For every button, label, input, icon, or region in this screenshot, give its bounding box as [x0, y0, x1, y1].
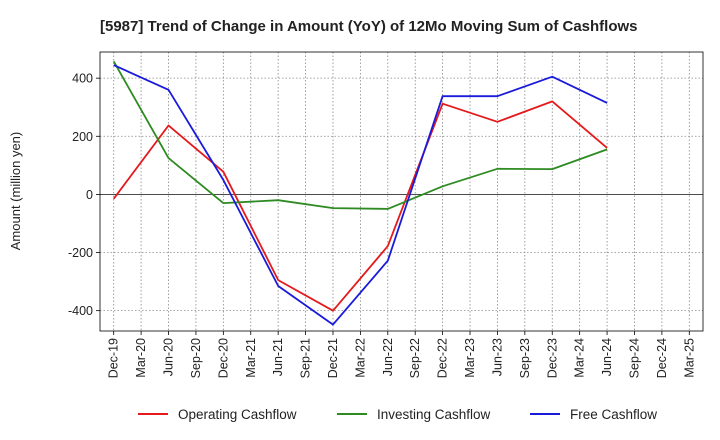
x-tick-label: Jun-22 [381, 338, 395, 376]
y-tick-label: 0 [86, 188, 93, 202]
x-tick-label: Dec-19 [107, 338, 121, 378]
grid-layer [100, 52, 703, 331]
x-tick-label: Sep-21 [299, 338, 313, 378]
series-line-operating-cashflow [112, 100, 608, 312]
series-line-investing-cashflow [112, 60, 608, 210]
x-tick-label: Jun-21 [271, 338, 285, 376]
y-axis-ticks: -400 -200 0 200 400 [68, 72, 100, 318]
y-axis-label: Amount (million yen) [8, 132, 23, 251]
plot-frame [99, 51, 704, 332]
x-tick-label: Mar-24 [573, 338, 587, 378]
y-tick-label: 400 [72, 72, 93, 86]
x-tick-label: Jun-20 [162, 338, 176, 376]
x-tick-label: Dec-20 [216, 338, 230, 378]
legend-label: Operating Cashflow [178, 407, 297, 422]
x-tick-label: Sep-20 [189, 338, 203, 378]
x-tick-label: Mar-22 [353, 338, 367, 378]
x-tick-label: Sep-22 [408, 338, 422, 378]
legend: Operating Cashflow Investing Cashflow Free… [138, 407, 657, 422]
x-tick-label: Jun-24 [600, 338, 614, 376]
x-tick-label: Sep-24 [627, 338, 641, 378]
legend-label: Investing Cashflow [377, 407, 491, 422]
y-tick-label: -400 [68, 304, 93, 318]
y-tick-label: -200 [68, 246, 93, 260]
legend-label: Free Cashflow [570, 407, 657, 422]
x-tick-label: Jun-23 [490, 338, 504, 376]
x-tick-label: Dec-24 [655, 338, 669, 378]
x-tick-label: Mar-23 [463, 338, 477, 378]
x-tick-label: Dec-23 [545, 338, 559, 378]
x-tick-label: Mar-25 [682, 338, 696, 378]
x-tick-label: Sep-23 [518, 338, 532, 378]
series-layer [112, 60, 608, 326]
chart-title: [5987] Trend of Change in Amount (YoY) o… [100, 18, 638, 35]
x-tick-label: Mar-20 [134, 338, 148, 378]
x-tick-label: Dec-21 [326, 338, 340, 378]
x-tick-label: Dec-22 [436, 338, 450, 378]
x-tick-label: Mar-21 [244, 338, 258, 378]
x-axis-ticks: Dec-19 Mar-20 Jun-20 Sep-20 Dec-20 Mar-21 Jun-… [107, 331, 696, 378]
y-tick-label: 200 [72, 130, 93, 144]
series-line-free-cashflow [113, 64, 608, 326]
